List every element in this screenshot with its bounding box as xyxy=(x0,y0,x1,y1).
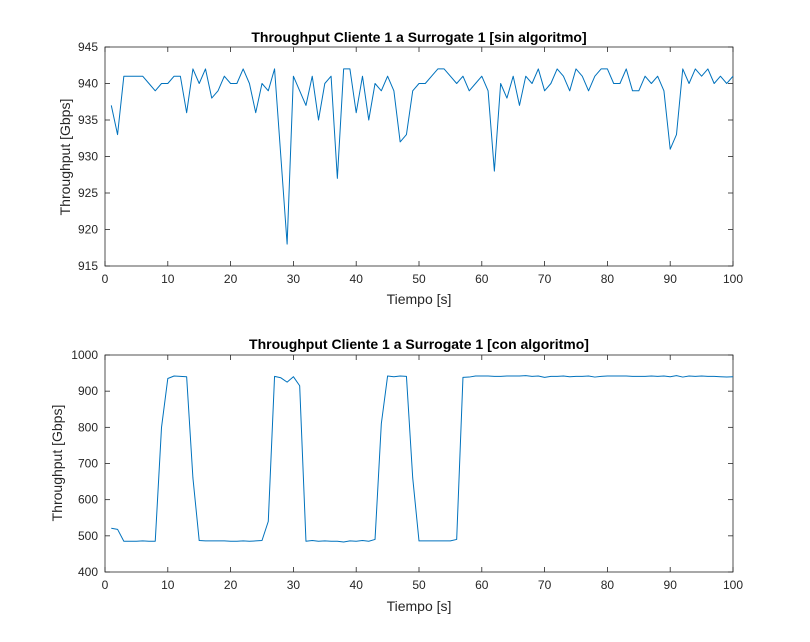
subplot-bottom: Throughput Cliente 1 a Surrogate 1 [con … xyxy=(49,336,743,614)
y-tick-label: 930 xyxy=(78,150,98,164)
chart-title-top: Throughput Cliente 1 a Surrogate 1 [sin … xyxy=(251,29,586,45)
y-axis-label-top: Throughput [Gbps] xyxy=(57,99,73,216)
chart-title-bottom: Throughput Cliente 1 a Surrogate 1 [con … xyxy=(249,336,589,352)
x-tick-label: 60 xyxy=(475,272,489,286)
plot-area-bottom xyxy=(104,354,734,573)
x-tick-label: 80 xyxy=(601,272,615,286)
y-tick-label: 940 xyxy=(78,77,98,91)
x-tick-label: 90 xyxy=(664,272,678,286)
x-axis-label-top: Tiempo [s] xyxy=(387,291,452,307)
x-tick-label: 90 xyxy=(664,578,678,592)
x-tick-label: 80 xyxy=(601,578,615,592)
x-tick-label: 10 xyxy=(161,272,175,286)
x-tick-label: 40 xyxy=(350,272,364,286)
series-line xyxy=(110,68,734,245)
y-tick-label: 915 xyxy=(78,259,98,273)
series-top xyxy=(110,68,734,245)
x-tick-label: 20 xyxy=(224,578,238,592)
x-tick-label: 100 xyxy=(723,578,743,592)
x-axis-label-bottom: Tiempo [s] xyxy=(387,598,452,614)
y-axis-label-bottom: Throughput [Gbps] xyxy=(49,405,65,522)
y-tick-label: 900 xyxy=(78,384,98,398)
y-tick-label: 935 xyxy=(78,113,98,127)
y-tick-label: 920 xyxy=(78,223,98,237)
plot-area-top xyxy=(104,46,734,267)
x-tick-label: 100 xyxy=(723,272,743,286)
y-tick-label: 925 xyxy=(78,186,98,200)
y-axis-top: 915 920 925 930 935 940 945 xyxy=(78,40,733,273)
y-tick-label: 500 xyxy=(78,529,98,543)
y-tick-label: 400 xyxy=(78,565,98,579)
x-tick-label: 40 xyxy=(350,578,364,592)
x-tick-label: 50 xyxy=(412,272,426,286)
x-axis-top: 0 10 20 30 40 50 60 70 80 90 100 xyxy=(102,47,743,286)
x-tick-label: 60 xyxy=(475,578,489,592)
x-tick-label: 70 xyxy=(538,578,552,592)
y-tick-label: 945 xyxy=(78,40,98,54)
x-tick-label: 0 xyxy=(102,272,109,286)
series-bottom xyxy=(111,375,734,543)
y-axis-bottom: 400 500 600 700 800 900 1000 xyxy=(71,348,733,579)
y-tick-label: 600 xyxy=(78,493,98,507)
x-tick-label: 10 xyxy=(161,578,175,592)
x-tick-label: 30 xyxy=(287,578,301,592)
x-axis-bottom: 0 10 20 30 40 50 60 70 80 90 100 xyxy=(102,355,743,592)
y-tick-label: 800 xyxy=(78,420,98,434)
subplot-top: Throughput Cliente 1 a Surrogate 1 [sin … xyxy=(57,29,743,307)
x-tick-label: 20 xyxy=(224,272,238,286)
x-tick-label: 0 xyxy=(102,578,109,592)
x-tick-label: 30 xyxy=(287,272,301,286)
x-tick-label: 70 xyxy=(538,272,552,286)
x-tick-label: 50 xyxy=(412,578,426,592)
series-line xyxy=(111,375,734,543)
y-tick-label: 1000 xyxy=(71,348,98,362)
y-tick-label: 700 xyxy=(78,457,98,471)
